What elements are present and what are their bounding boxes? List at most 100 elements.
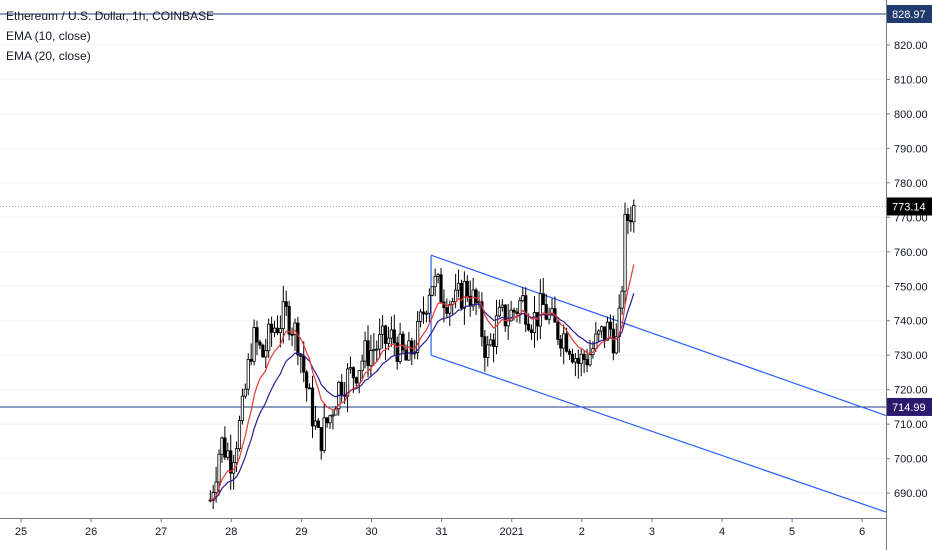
candle-body [582, 353, 586, 360]
candle-body [234, 448, 239, 463]
candle-body [588, 354, 592, 366]
candle-body [389, 329, 393, 339]
candle [600, 325, 604, 338]
candle-body [456, 282, 461, 291]
candle-body [427, 294, 431, 314]
candle [345, 363, 350, 413]
candle [211, 484, 215, 510]
candle [313, 405, 318, 430]
candle [521, 287, 525, 303]
price-tick-label: 760.00 [894, 247, 928, 259]
candle [325, 417, 329, 428]
candle [278, 315, 282, 348]
candle [319, 427, 323, 460]
level-price-tag [887, 397, 932, 416]
candle-body [229, 450, 233, 474]
candle [483, 330, 487, 372]
candle-body [375, 348, 379, 351]
candle [404, 344, 408, 361]
candle [448, 300, 452, 326]
candle-body [267, 323, 271, 351]
price-axis[interactable]: 690.00 700.00 710.00 720.00 730.00 740.00 750.… [886, 0, 932, 550]
candle [439, 268, 443, 303]
candle-body [398, 333, 402, 362]
candle [331, 409, 335, 430]
candle-body [325, 417, 329, 424]
candle-body [319, 427, 323, 451]
candle [626, 207, 630, 235]
candle-body [620, 290, 624, 309]
level-price-tag-label: 828.97 [892, 9, 926, 21]
candle-body [629, 220, 633, 223]
candle-body [527, 323, 531, 331]
time-tick-label: 28 [225, 526, 237, 538]
candle-body [278, 328, 282, 334]
legend-title[interactable]: Ethereum / U.S. Dollar, 1h, COINBASE [6, 9, 215, 23]
price-tick-label: 820.00 [894, 40, 928, 52]
candle-body [518, 300, 522, 314]
candle [512, 307, 516, 321]
candle-body [515, 311, 519, 314]
legend-ema10[interactable]: EMA (10, close) [6, 29, 91, 43]
channel-upper-line [430, 254, 887, 417]
candle [360, 354, 364, 380]
price-axis-bg [886, 0, 932, 550]
candle-body [416, 321, 420, 353]
chart-legend: Ethereum / U.S. Dollar, 1h, COINBASE EMA… [6, 6, 214, 66]
candle [436, 272, 440, 284]
descending-channel[interactable] [430, 254, 887, 513]
candle-body [462, 281, 466, 309]
candle [366, 325, 370, 378]
candle [281, 285, 285, 344]
candle-body [307, 387, 312, 390]
candle-body [217, 453, 221, 483]
candle-body [597, 330, 601, 335]
price-tick-label: 800.00 [894, 109, 928, 121]
candle-body [246, 358, 250, 390]
candle [237, 415, 242, 452]
time-axis[interactable]: 25 26 27 28 29 30 31 2021 2 3 4 5 6 [0, 518, 886, 550]
price-tick-label: 710.00 [894, 419, 928, 431]
candle-body [351, 367, 355, 379]
candle [573, 353, 577, 377]
candle-body [585, 359, 589, 366]
candle-body [436, 274, 440, 277]
candle-body [573, 358, 577, 363]
candle-body [331, 414, 335, 417]
candle [620, 285, 624, 315]
candle-body [605, 321, 610, 341]
candle [401, 331, 405, 354]
candle-body [226, 450, 230, 458]
candle [316, 418, 320, 429]
candle-body [556, 321, 560, 340]
horizontal-levels[interactable] [0, 13, 886, 408]
candle [287, 300, 291, 341]
last-price-tag-label: 773.14 [892, 201, 926, 213]
candle [220, 436, 224, 463]
candle [541, 277, 545, 305]
candle-body [299, 354, 303, 357]
candle-body [220, 437, 224, 455]
candle-body [562, 333, 566, 349]
candle-body [521, 295, 525, 302]
candle-body [275, 327, 280, 334]
candle-body [258, 341, 262, 346]
price-tick-label: 730.00 [894, 350, 928, 362]
time-tick-label: 5 [789, 526, 795, 538]
candle-body [305, 371, 309, 389]
candle-body [486, 344, 490, 358]
candle-body [243, 388, 247, 397]
candle-body [366, 340, 370, 367]
legend-ema20[interactable]: EMA (20, close) [6, 49, 91, 63]
candle [392, 314, 396, 356]
candle-body [614, 336, 618, 354]
candle [223, 426, 227, 460]
candle [255, 320, 259, 356]
candle-body [287, 306, 291, 335]
candle-body [576, 358, 580, 364]
candle-body [544, 304, 548, 320]
candle-body [433, 275, 437, 288]
candle [375, 340, 379, 362]
candle-body [524, 295, 528, 325]
